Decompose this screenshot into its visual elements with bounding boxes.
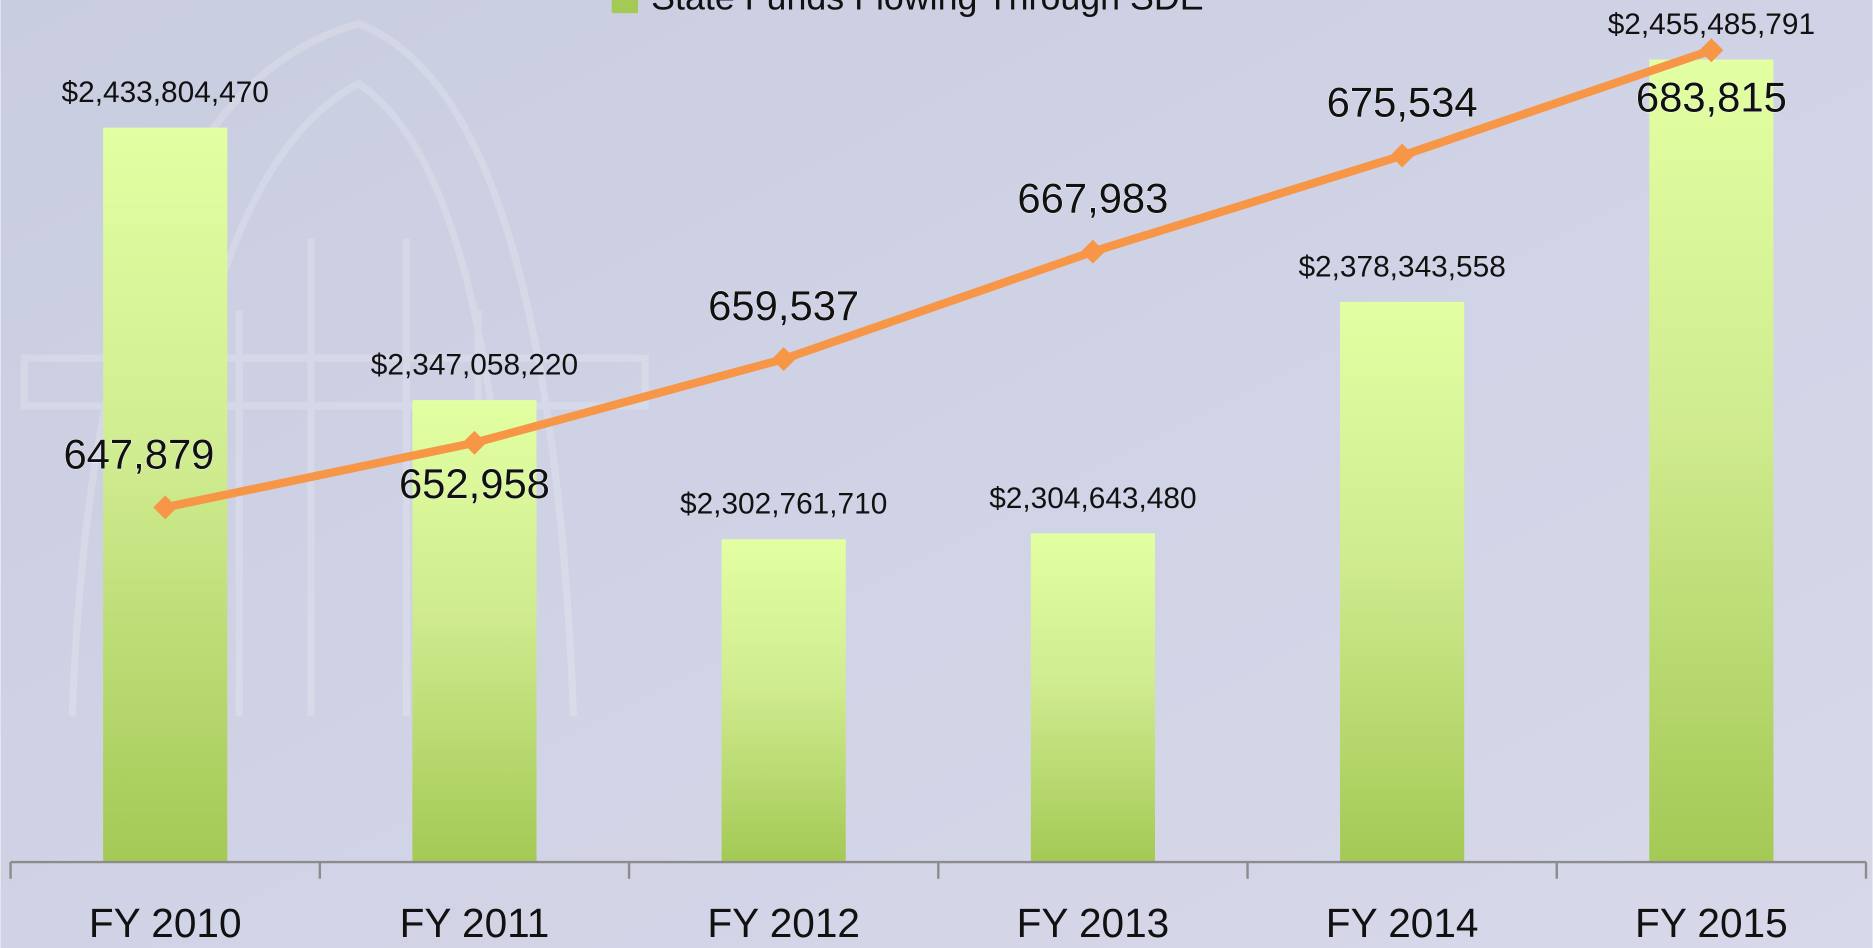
x-tick-label: FY 2010 bbox=[89, 900, 242, 946]
bar bbox=[1649, 59, 1774, 863]
x-tick-label: FY 2014 bbox=[1326, 900, 1479, 946]
bar bbox=[412, 400, 537, 863]
bar-value-label: $2,378,343,558 bbox=[1298, 250, 1505, 283]
bar bbox=[1030, 533, 1155, 863]
line-value-label: 675,534 bbox=[1327, 78, 1478, 125]
line-marker bbox=[771, 347, 796, 372]
x-tick-label: FY 2013 bbox=[1017, 900, 1170, 946]
x-tick-label: FY 2015 bbox=[1635, 900, 1788, 946]
line-value-label: 683,815 bbox=[1636, 73, 1787, 120]
line bbox=[164, 46, 1713, 512]
legend-swatch bbox=[611, 0, 639, 14]
line-value-label: 647,879 bbox=[63, 430, 214, 477]
bar-value-label: $2,433,804,470 bbox=[62, 76, 269, 109]
line-value-label: 659,537 bbox=[708, 282, 859, 329]
line-marker bbox=[462, 430, 487, 455]
line-marker bbox=[153, 495, 178, 520]
bar-value-label: $2,347,058,220 bbox=[371, 349, 578, 382]
line-value-label: 667,983 bbox=[1017, 175, 1168, 222]
x-tick-label: FY 2012 bbox=[707, 900, 860, 946]
line-value-label: 652,958 bbox=[399, 460, 550, 507]
bar bbox=[1340, 301, 1465, 863]
bar bbox=[721, 539, 846, 863]
bar-value-label: $2,302,761,710 bbox=[680, 488, 887, 521]
x-tick-label: FY 2011 bbox=[400, 900, 550, 946]
legend-label: State Funds Flowing Through SDE bbox=[651, 0, 1204, 17]
line-marker bbox=[1390, 143, 1415, 168]
bar-value-label: $2,455,485,791 bbox=[1608, 8, 1815, 41]
bar-value-label: $2,304,643,480 bbox=[989, 482, 1196, 515]
